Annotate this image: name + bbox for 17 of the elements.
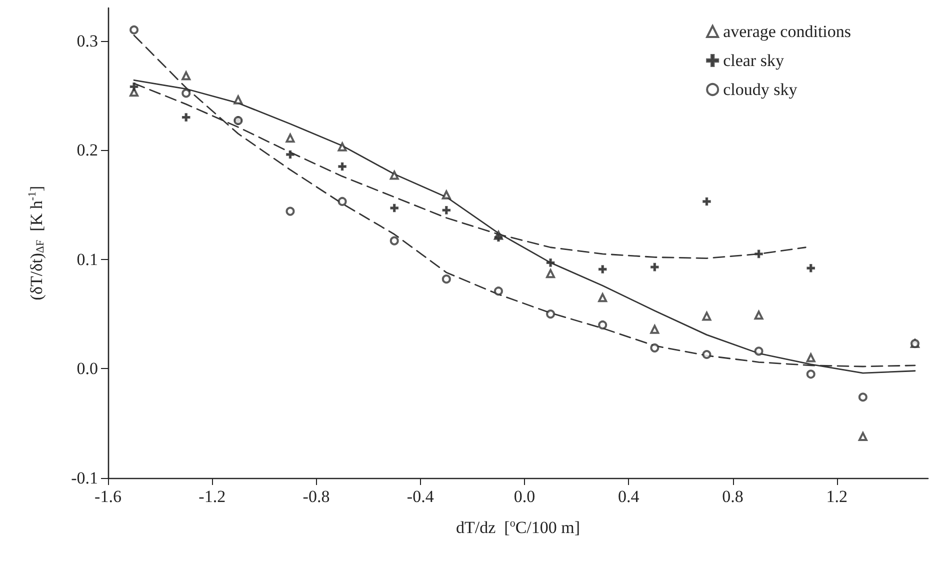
x-tick-label: 0.8	[722, 487, 744, 506]
y-axis-title: (δT/δt)ΔF [K h-1]	[26, 186, 46, 300]
y-tick-label: 0.1	[76, 250, 98, 269]
x-tick-label: -1.2	[198, 487, 226, 506]
x-tick-label: -0.8	[302, 487, 330, 506]
legend-label: average conditions	[723, 22, 852, 41]
x-tick-label: -0.4	[406, 487, 434, 506]
legend-label: cloudy sky	[723, 80, 798, 99]
y-tick-label: -0.1	[71, 468, 98, 488]
x-tick-label: -1.6	[94, 487, 122, 506]
y-tick-label: 0.3	[76, 31, 98, 50]
y-tick-label: 0.2	[76, 140, 98, 160]
y-tick-label: 0.0	[76, 359, 98, 378]
x-tick-label: 0.4	[618, 487, 640, 506]
x-tick-label: 0.0	[514, 487, 536, 506]
x-tick-label: 1.2	[826, 487, 848, 506]
legend-label: clear sky	[723, 51, 784, 70]
